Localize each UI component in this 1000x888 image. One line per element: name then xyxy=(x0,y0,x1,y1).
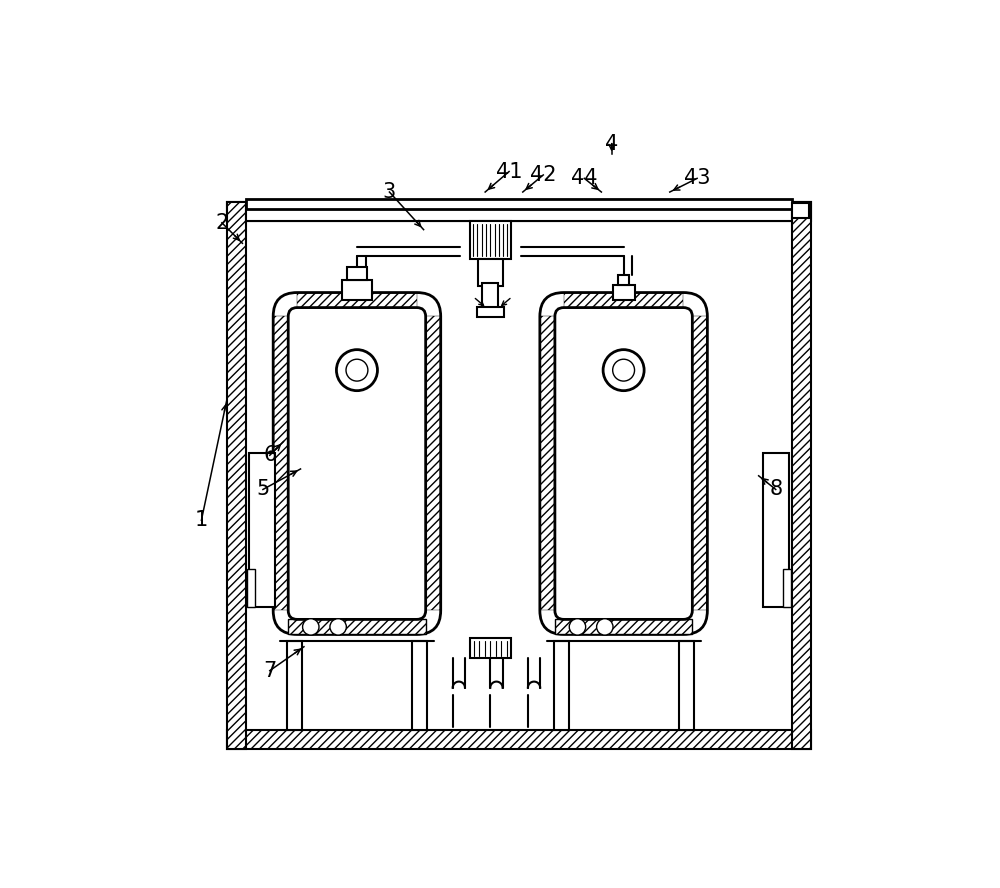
Bar xyxy=(783,569,791,607)
Bar xyxy=(297,292,417,307)
Bar xyxy=(692,316,707,610)
Bar xyxy=(249,453,275,607)
Bar xyxy=(227,202,246,749)
Bar xyxy=(564,292,683,307)
Bar xyxy=(679,641,694,730)
Text: 44: 44 xyxy=(571,169,598,188)
Bar xyxy=(273,316,288,610)
Bar xyxy=(554,641,569,730)
Text: 1: 1 xyxy=(195,511,208,530)
Bar xyxy=(792,202,811,749)
FancyBboxPatch shape xyxy=(540,292,707,634)
Bar xyxy=(792,203,809,218)
Text: 43: 43 xyxy=(684,169,710,188)
Circle shape xyxy=(613,360,635,381)
Circle shape xyxy=(346,360,368,381)
Bar xyxy=(564,620,683,634)
FancyBboxPatch shape xyxy=(273,292,441,634)
Text: 6: 6 xyxy=(263,445,276,465)
Circle shape xyxy=(303,619,319,635)
Bar xyxy=(540,316,555,610)
Circle shape xyxy=(597,619,613,635)
Text: 41: 41 xyxy=(496,162,522,181)
Bar xyxy=(288,620,426,634)
Bar xyxy=(273,316,288,610)
Bar xyxy=(470,221,511,259)
Text: 5: 5 xyxy=(256,480,270,499)
Text: 2: 2 xyxy=(215,213,229,233)
Bar xyxy=(478,259,503,287)
Bar xyxy=(412,641,427,730)
Bar xyxy=(618,275,629,285)
Bar xyxy=(763,453,789,607)
Bar xyxy=(692,316,707,610)
Bar xyxy=(246,210,792,221)
Circle shape xyxy=(603,350,644,391)
Bar xyxy=(564,620,683,634)
Bar xyxy=(297,620,417,634)
Text: 8: 8 xyxy=(769,480,782,499)
Bar xyxy=(247,569,255,607)
Bar xyxy=(477,307,504,317)
FancyBboxPatch shape xyxy=(288,307,426,620)
Bar xyxy=(426,316,441,610)
Bar xyxy=(246,199,792,210)
Text: 42: 42 xyxy=(530,165,557,185)
Text: 7: 7 xyxy=(263,661,276,681)
Bar xyxy=(470,638,511,658)
FancyBboxPatch shape xyxy=(555,307,692,620)
Text: 3: 3 xyxy=(383,182,396,202)
Bar xyxy=(555,620,692,634)
Circle shape xyxy=(330,619,346,635)
Bar xyxy=(482,283,498,310)
Circle shape xyxy=(336,350,377,391)
Text: 4: 4 xyxy=(605,134,618,155)
Bar xyxy=(613,285,635,300)
Bar xyxy=(227,730,811,749)
Bar xyxy=(287,641,302,730)
Bar xyxy=(564,292,683,307)
Bar xyxy=(342,280,372,300)
Bar xyxy=(426,316,441,610)
Bar xyxy=(246,221,792,730)
Bar xyxy=(540,316,555,610)
Bar xyxy=(347,267,367,280)
Bar xyxy=(297,620,417,634)
Circle shape xyxy=(569,619,586,635)
Bar xyxy=(227,202,811,221)
Bar xyxy=(297,292,417,307)
